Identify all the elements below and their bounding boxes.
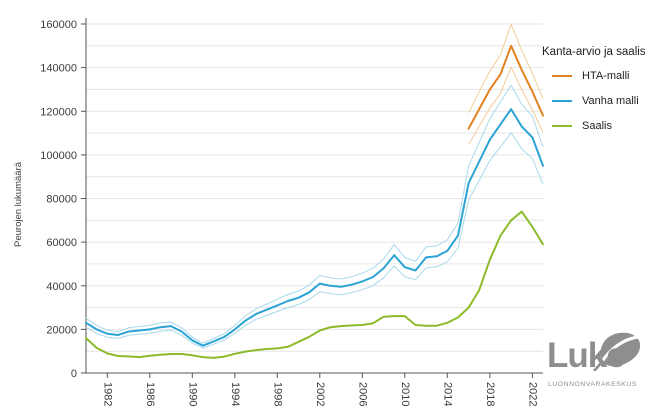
y-tick-label: 100000 — [40, 150, 77, 162]
luke-logo-text: Luke — [547, 336, 626, 375]
legend-label-vanha-malli: Vanha malli — [582, 95, 639, 107]
x-tick-label: 2010 — [399, 382, 411, 406]
x-tick-label: 1994 — [229, 382, 241, 406]
legend: Kanta-arvio ja saalis HTA-malli Vanha ma… — [542, 46, 650, 145]
series-ci-lower-hta-malli — [468, 66, 544, 145]
leaf-vein — [599, 335, 639, 364]
legend-swatch-hta-malli — [552, 75, 572, 77]
y-tick-label: 160000 — [40, 19, 77, 31]
x-tick-label: 1982 — [101, 382, 113, 406]
legend-label-hta-malli: HTA-malli — [582, 70, 630, 82]
leaf-stem — [593, 361, 603, 371]
series-ci-upper-hta-malli — [468, 23, 544, 114]
luke-logo-subtext: LUONNONVARAKESKUS — [548, 381, 637, 388]
x-tick-label: 1990 — [186, 382, 198, 406]
luke-logo: Luke LUONNONVARAKESKUS — [547, 329, 647, 395]
y-tick-label: 60000 — [46, 237, 77, 249]
y-tick-label: 20000 — [46, 324, 77, 336]
y-tick-label: 120000 — [40, 106, 77, 118]
leaf-shape — [600, 332, 641, 367]
series-line-vanha-malli — [85, 108, 544, 347]
series-line-saalis — [85, 210, 544, 359]
y-tick-label: 140000 — [40, 63, 77, 75]
y-tick-label: 40000 — [46, 281, 77, 293]
series-ci-upper-vanha-malli — [85, 84, 544, 344]
luke-leaf-icon — [593, 332, 641, 371]
legend-label-saalis: Saalis — [582, 120, 612, 132]
series-line-hta-malli — [467, 44, 544, 130]
legend-title: Kanta-arvio ja saalis — [542, 46, 646, 58]
x-tick-label: 2022 — [526, 382, 538, 406]
y-tick-label: 80000 — [46, 194, 77, 206]
y-axis-title: Peurojen lukumäärä — [13, 161, 24, 247]
legend-item-saalis: Saalis — [552, 120, 650, 132]
series-ci-lower-vanha-malli — [85, 132, 544, 349]
x-tick-label: 2018 — [484, 382, 496, 406]
legend-item-vanha-malli: Vanha malli — [552, 95, 650, 107]
legend-swatch-vanha-malli — [552, 100, 572, 102]
x-tick-label: 1986 — [144, 382, 156, 406]
y-tick-label: 0 — [71, 368, 77, 380]
x-tick-label: 2006 — [356, 382, 368, 406]
x-tick-label: 2014 — [441, 382, 453, 406]
legend-swatch-saalis — [552, 125, 572, 127]
x-tick-label: 2002 — [314, 382, 326, 406]
x-tick-label: 1998 — [271, 382, 283, 406]
legend-item-hta-malli: HTA-malli — [552, 70, 650, 82]
